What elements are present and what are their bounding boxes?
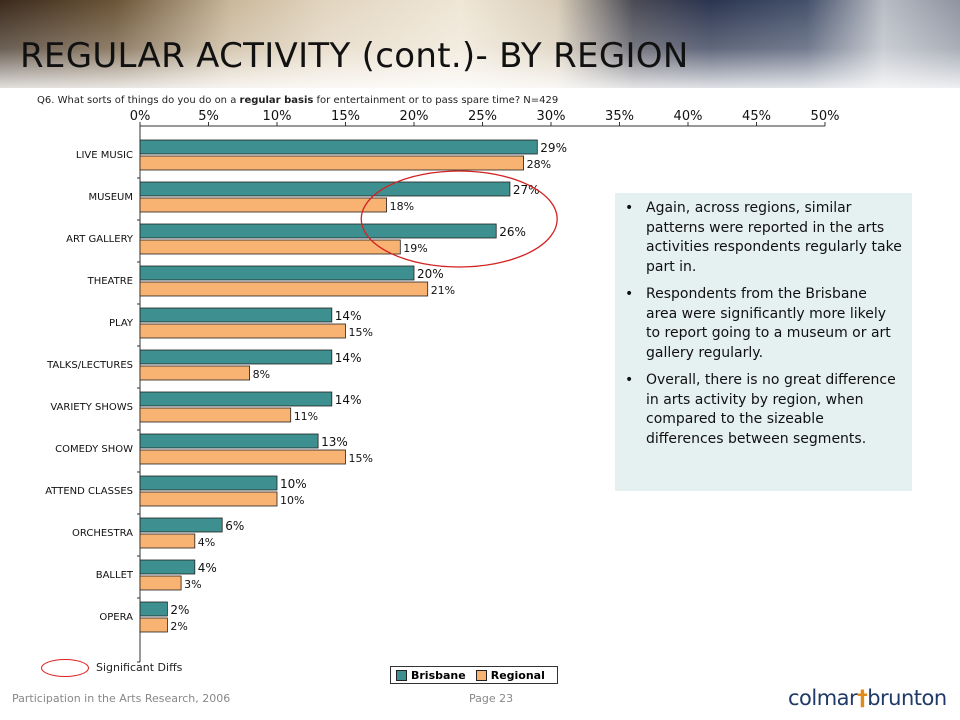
data-label-regional: 10%	[280, 494, 304, 507]
data-label-regional: 11%	[294, 410, 318, 423]
company-logo: colmar†brunton	[788, 686, 947, 710]
data-label-regional: 19%	[403, 242, 427, 255]
category-label: THEATRE	[87, 276, 133, 287]
bullet-dot-icon: •	[625, 286, 634, 302]
data-label-regional: 8%	[253, 368, 270, 381]
significant-diff-ellipse	[360, 170, 558, 268]
data-label-regional: 15%	[349, 326, 373, 339]
x-tick-label: 35%	[605, 109, 634, 124]
data-label-brisbane: 14%	[335, 309, 362, 323]
data-label-regional: 2%	[170, 620, 187, 633]
bar-brisbane	[139, 517, 223, 533]
callout-text-2: Respondents from the Brisbane area were …	[646, 286, 891, 361]
question-bold: regular basis	[239, 95, 314, 106]
x-tick-label: 50%	[811, 109, 840, 124]
bar-brisbane	[139, 307, 333, 323]
bullet-dot-icon: •	[625, 372, 634, 388]
data-label-brisbane: 20%	[417, 267, 444, 281]
category-label: VARIETY SHOWS	[50, 402, 133, 413]
callout-bullet-3: • Overall, there is no great difference i…	[625, 371, 902, 449]
bar-regional	[139, 407, 292, 423]
category-label: PLAY	[109, 318, 134, 329]
x-tick-label: 5%	[198, 109, 219, 124]
bar-regional	[139, 617, 168, 633]
bar-regional	[139, 575, 182, 591]
data-label-brisbane: 13%	[321, 435, 348, 449]
data-label-brisbane: 10%	[280, 477, 307, 491]
bar-brisbane	[139, 181, 511, 197]
data-label-brisbane: 6%	[225, 519, 244, 533]
data-label-brisbane: 4%	[198, 561, 217, 575]
category-label: TALKS/LECTURES	[46, 360, 133, 371]
significant-diffs-label: Significant Diffs	[96, 661, 183, 674]
bar-regional	[139, 449, 346, 465]
bar-regional	[139, 281, 429, 297]
callout-bullet-2: • Respondents from the Brisbane area were…	[625, 285, 902, 363]
page-number: Page 23	[469, 692, 514, 705]
x-tick-label: 10%	[263, 109, 292, 124]
question-prefix: Q6. What sorts of things do you do on a	[37, 95, 240, 106]
bar-brisbane	[139, 139, 538, 155]
x-tick-label: 15%	[331, 109, 360, 124]
category-label: MUSEUM	[88, 192, 133, 203]
bar-regional	[139, 155, 525, 171]
category-label: COMEDY SHOW	[55, 444, 133, 455]
bar-chart: 0% 5% 10% 15% 20% 25% 30% 35% 40% 45% 50% LIVE MUSI…	[45, 109, 840, 663]
category-label: BALLET	[96, 570, 134, 581]
category-label: ART GALLERY	[66, 234, 134, 245]
footer-source: Participation in the Arts Research, 2006	[12, 692, 231, 705]
category-label: LIVE MUSIC	[76, 150, 133, 161]
data-label-brisbane: 27%	[513, 183, 540, 197]
bar-brisbane	[139, 475, 278, 491]
x-tick-label: 25%	[468, 109, 497, 124]
data-label-regional: 3%	[184, 578, 201, 591]
bar-brisbane	[139, 559, 196, 575]
legend-swatch-regional	[475, 669, 487, 681]
data-label-brisbane: 2%	[170, 603, 189, 617]
bar-brisbane	[139, 223, 497, 239]
x-tick-label: 30%	[537, 109, 566, 124]
header-banner-fade	[0, 0, 960, 88]
x-tick-label: 0%	[130, 109, 151, 124]
significant-diff-ellipse-icon	[41, 659, 89, 677]
data-label-brisbane: 14%	[335, 393, 362, 407]
data-label-regional: 21%	[431, 284, 455, 297]
bar-regional	[139, 365, 250, 381]
bar-brisbane	[139, 391, 333, 407]
bar-brisbane	[139, 349, 333, 365]
category-label: OPERA	[99, 612, 133, 623]
data-label-regional: 18%	[390, 200, 414, 213]
data-label-regional: 4%	[198, 536, 215, 549]
data-label-brisbane: 26%	[499, 225, 526, 239]
category-label: ORCHESTRA	[72, 528, 133, 539]
data-label-regional: 15%	[349, 452, 373, 465]
bar-regional	[139, 323, 346, 339]
chart-legend: Brisbane Regional	[390, 666, 558, 684]
legend-label-regional: Regional	[490, 668, 545, 682]
question-suffix: for entertainment or to pass spare time?…	[313, 95, 559, 106]
data-label-brisbane: 29%	[540, 141, 567, 155]
bar-regional	[139, 239, 401, 255]
data-label-brisbane: 14%	[335, 351, 362, 365]
bullet-dot-icon: •	[625, 200, 634, 216]
bar-regional	[139, 197, 388, 213]
x-tick-label: 40%	[674, 109, 703, 124]
slide-title: REGULAR ACTIVITY (cont.)- BY REGION	[20, 36, 689, 76]
x-tick-label: 20%	[400, 109, 429, 124]
data-label-regional: 28%	[527, 158, 551, 171]
callout-text-1: Again, across regions, similar patterns …	[646, 200, 902, 275]
callout-bullet-1: • Again, across regions, similar patterns…	[625, 199, 902, 277]
bar-brisbane	[139, 433, 319, 449]
bar-regional	[139, 533, 196, 549]
bar-regional	[139, 491, 278, 507]
bar-brisbane	[139, 601, 168, 617]
legend-swatch-brisbane	[396, 669, 407, 681]
callout-box: • Again, across regions, similar patterns…	[615, 193, 912, 491]
category-label: ATTEND CLASSES	[45, 486, 133, 497]
question-text: Q6. What sorts of things do you do on a …	[37, 95, 558, 106]
x-tick-label: 45%	[742, 109, 771, 124]
callout-text-3: Overall, there is no great difference in…	[646, 372, 896, 447]
bar-brisbane	[139, 265, 415, 281]
legend-label-brisbane: Brisbane	[411, 668, 466, 682]
